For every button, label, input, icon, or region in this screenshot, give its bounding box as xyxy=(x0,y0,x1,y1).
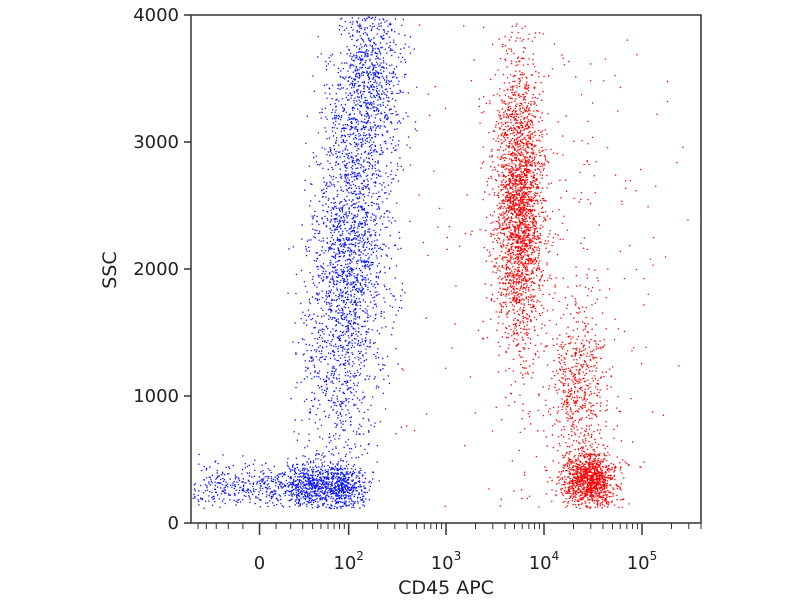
y-tick-label: 3000 xyxy=(133,132,179,153)
y-axis: 0 1000 2000 3000 4000 xyxy=(133,5,191,534)
x-tick-label: 102 xyxy=(333,549,364,574)
x-tick-label: 104 xyxy=(529,549,560,574)
y-tick-label: 0 xyxy=(168,513,179,534)
y-tick-label: 4000 xyxy=(133,5,179,26)
x-axis-title: CD45 APC xyxy=(398,577,494,599)
plot-frame xyxy=(190,14,702,524)
series-points-2 xyxy=(401,23,689,510)
y-tick-label: 2000 xyxy=(133,259,179,280)
x-tick-label: 105 xyxy=(627,549,658,574)
y-axis-title: SSC xyxy=(99,251,121,288)
y-tick-label: 1000 xyxy=(133,386,179,407)
data-points xyxy=(192,16,689,510)
series-points-1 xyxy=(192,16,427,510)
x-tick-label: 103 xyxy=(431,549,462,574)
x-axis: 0 102 103 104 105 xyxy=(197,523,702,574)
x-tick-label: 0 xyxy=(254,553,265,574)
